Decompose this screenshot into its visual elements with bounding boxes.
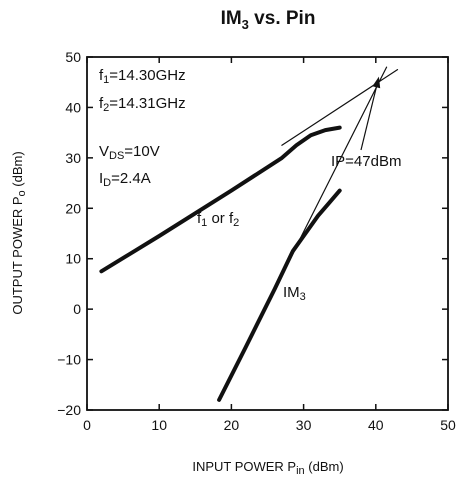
x-tick-label: 50 [440,417,456,433]
annotation-vds-subscript: DS [109,150,124,162]
y-tick-label: 0 [73,301,81,317]
annotation-vds: VDS=10V [99,143,160,162]
x-tick-label: 30 [296,417,312,433]
x-axis-label: INPUT POWER Pin (dBm) [192,459,343,477]
fundamental-label-or-f2: or f [207,210,234,227]
annotation-f2: f2=14.31GHz [99,95,186,114]
y-tick-label: 10 [65,251,81,267]
ip-arrow [360,85,378,151]
y-axis-label-rest: (dBm) [10,151,25,190]
x-tick-label: 20 [224,417,240,433]
annotation-f2-rest: =14.31GHz [109,95,185,112]
x-tick-labels: 0 10 20 30 40 50 [83,417,456,433]
annotation-f2-main: f [99,95,104,112]
y-tick-label: −10 [57,352,81,368]
x-tick-label: 10 [151,417,167,433]
ip-arrowhead [372,76,381,89]
series-label-im3: IM3 [283,284,306,303]
fundamental-label-f2-subscript: 2 [233,217,239,229]
x-axis-label-main: INPUT POWER P [192,459,296,474]
annotation-vds-rest: =10V [124,143,159,160]
y-tick-labels: −20 −10 0 10 20 30 40 50 [57,49,81,418]
plot-frame [86,56,449,411]
annotation-f1: f1=14.30GHz [99,67,186,86]
y-axis-label-subscript: o [16,190,28,196]
annotation-f1-subscript: 1 [103,74,109,86]
fundamental-label-f1: f [197,210,202,227]
chart-title: IM3 vs. Pin [221,8,316,32]
x-axis-label-rest: (dBm) [305,459,344,474]
y-tick-label: 20 [65,200,81,216]
annotation-id-main: I [99,170,103,187]
y-tick-label: −20 [57,402,81,418]
fundamental-label-f1-subscript: 1 [201,217,207,229]
y-tick-label: 50 [65,49,81,65]
x-axis-label-subscript: in [296,465,305,477]
annotation-id-subscript: D [103,177,111,189]
annotation-vds-main: V [99,143,109,160]
y-axis-label-main: OUTPUT POWER P [10,196,25,314]
title-main: IM [221,8,242,29]
tick-marks [86,56,449,411]
annotation-id: ID=2.4A [99,170,151,189]
title-subscript: 3 [242,17,249,32]
annotation-id-rest: =2.4A [111,170,151,187]
x-tick-label: 0 [83,417,91,433]
series-line-im3 [217,188,342,402]
annotation-f2-subscript: 2 [103,102,109,114]
series-layer [99,66,399,402]
annotation-f1-main: f [99,67,104,84]
ip-label: IP=47dBm [331,153,401,170]
x-tick-label: 40 [368,417,384,433]
title-rest: vs. Pin [249,8,316,29]
annotation-f1-rest: =14.30GHz [109,67,185,84]
series-label-fundamental: f1 or f2 [197,210,239,229]
y-tick-label: 30 [65,150,81,166]
series-line-f1-or-f2 [99,125,342,274]
y-tick-label: 40 [65,99,81,115]
series-line-im3-extrapolation [295,66,388,247]
im3-label-subscript: 3 [300,291,306,303]
im3-label-main: IM [283,284,300,301]
y-axis-label: OUTPUT POWER Po (dBm) [10,151,28,314]
